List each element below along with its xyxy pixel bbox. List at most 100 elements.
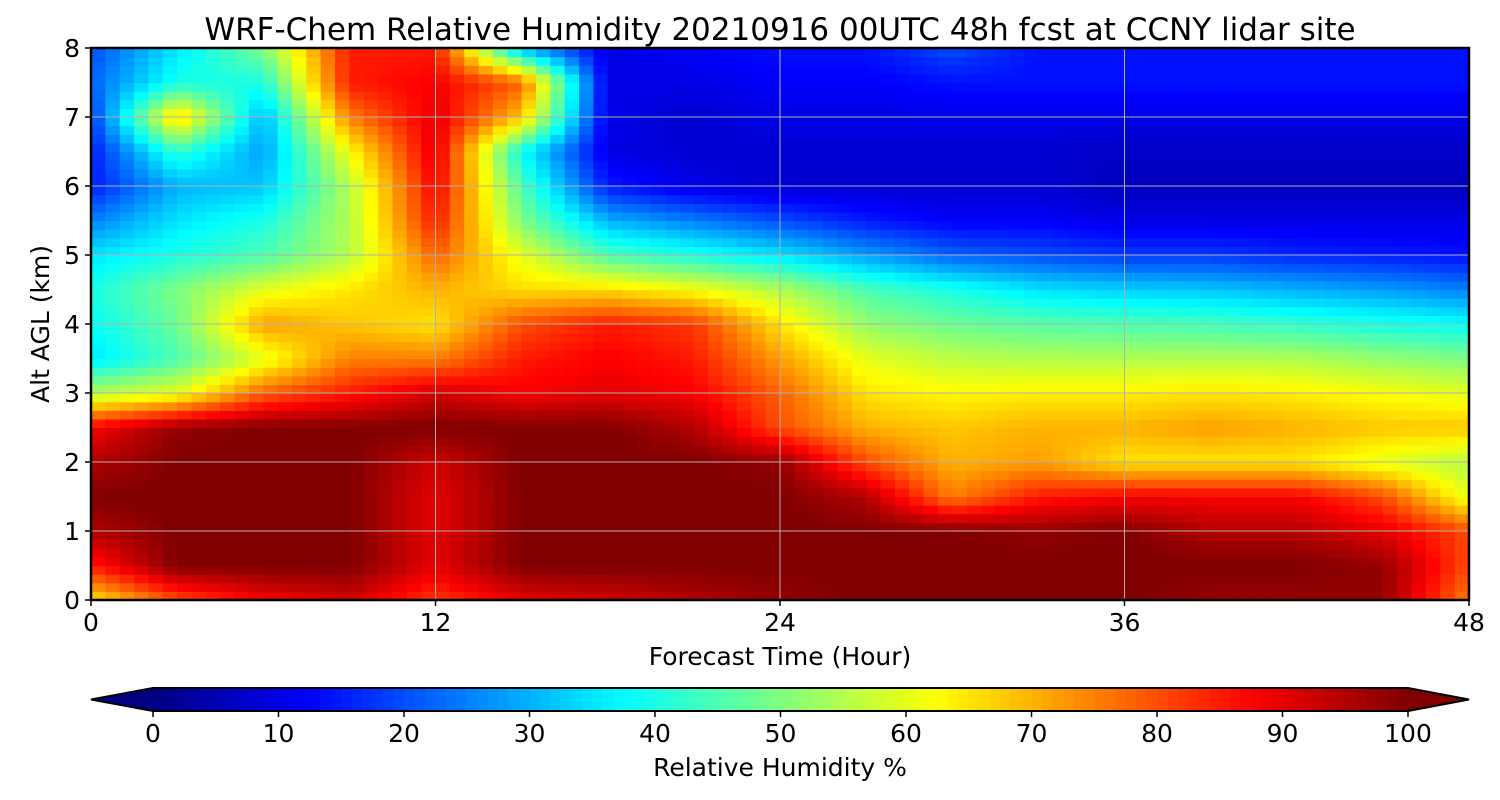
heatmap-cell: [191, 453, 207, 463]
heatmap-cell: [1382, 470, 1398, 480]
heatmap-cell: [263, 393, 279, 403]
heatmap-cell: [1181, 160, 1197, 170]
heatmap-cell: [335, 332, 350, 342]
heatmap-cell: [550, 548, 566, 558]
heatmap-cell: [234, 539, 250, 549]
heatmap-cell: [162, 229, 178, 239]
heatmap-cell: [277, 513, 293, 523]
heatmap-cell: [923, 332, 939, 342]
heatmap-cell: [1224, 263, 1240, 273]
heatmap-cell: [349, 203, 365, 213]
heatmap-cell: [449, 479, 465, 489]
heatmap-cell: [177, 315, 193, 325]
heatmap-cell: [406, 556, 422, 567]
heatmap-cell: [1210, 505, 1226, 515]
heatmap-cell: [1067, 324, 1083, 334]
heatmap-cell: [909, 255, 925, 265]
heatmap-cell: [220, 194, 236, 204]
heatmap-cell: [392, 349, 408, 360]
heatmap-cell: [492, 487, 508, 498]
heatmap-cell: [636, 229, 652, 239]
heatmap-cell: [736, 349, 752, 360]
heatmap-cell: [751, 375, 767, 385]
heatmap-cell: [1196, 220, 1212, 230]
heatmap-cell: [650, 591, 666, 600]
heatmap-cell: [736, 453, 752, 463]
heatmap-cell: [521, 436, 537, 446]
heatmap-cell: [808, 168, 824, 178]
heatmap-cell: [1081, 591, 1097, 600]
heatmap-cell: [1024, 151, 1039, 161]
heatmap-cell: [521, 479, 537, 489]
heatmap-cell: [263, 289, 279, 299]
heatmap-cell: [1382, 306, 1398, 316]
heatmap-cell: [1382, 263, 1398, 273]
heatmap-cell: [1224, 513, 1240, 523]
heatmap-cell: [722, 151, 738, 161]
heatmap-cell: [378, 289, 394, 299]
heatmap-cell: [335, 255, 350, 265]
heatmap-cell: [952, 220, 968, 230]
heatmap-cell: [765, 384, 781, 394]
heatmap-cell: [478, 298, 494, 308]
heatmap-cell: [335, 522, 350, 532]
heatmap-cell: [923, 349, 939, 360]
heatmap-cell: [1224, 186, 1240, 196]
heatmap-cell: [1411, 272, 1427, 282]
heatmap-cell: [1339, 211, 1355, 222]
heatmap-cell: [1282, 496, 1298, 506]
heatmap-cell: [909, 220, 925, 230]
heatmap-cell: [636, 332, 652, 342]
heatmap-cell: [1138, 289, 1154, 299]
heatmap-cell: [923, 427, 939, 437]
heatmap-cell: [1067, 401, 1083, 411]
heatmap-cell: [808, 539, 824, 549]
heatmap-cell: [880, 324, 896, 334]
heatmap-cell: [1167, 522, 1183, 532]
heatmap-cell: [1038, 444, 1054, 454]
heatmap-cell: [1382, 496, 1398, 506]
heatmap-cell: [736, 211, 752, 222]
heatmap-cell: [995, 263, 1011, 273]
heatmap-cell: [421, 436, 437, 446]
heatmap-cell: [449, 444, 465, 454]
heatmap-cell: [1067, 194, 1083, 204]
heatmap-cell: [1052, 574, 1068, 584]
heatmap-cell: [1454, 255, 1469, 265]
heatmap-cell: [464, 332, 480, 342]
heatmap-cell: [248, 462, 264, 472]
heatmap-cell: [665, 531, 681, 541]
heatmap-cell: [1153, 160, 1169, 170]
heatmap-cell: [263, 194, 279, 204]
heatmap-cell: [105, 436, 121, 446]
heatmap-cell: [91, 487, 106, 498]
heatmap-cell: [1210, 151, 1226, 161]
heatmap-cell: [794, 470, 810, 480]
heatmap-cell: [679, 401, 695, 411]
heatmap-cell: [507, 565, 523, 575]
heatmap-cell: [579, 513, 594, 523]
heatmap-cell: [363, 384, 379, 394]
heatmap-cell: [1296, 410, 1312, 420]
heatmap-cell: [1052, 462, 1068, 472]
heatmap-cell: [1239, 177, 1255, 187]
heatmap-cell: [722, 384, 738, 394]
heatmap-cell: [435, 194, 451, 204]
heatmap-cell: [349, 539, 365, 549]
heatmap-cell: [1239, 211, 1255, 222]
heatmap-cell: [263, 436, 279, 446]
heatmap-cell: [148, 272, 164, 282]
heatmap-cell: [980, 565, 996, 575]
heatmap-cell: [1067, 341, 1083, 351]
heatmap-cell: [507, 332, 523, 342]
heatmap-cell: [808, 548, 824, 558]
heatmap-cell: [909, 591, 925, 600]
heatmap-cell: [1210, 246, 1226, 256]
heatmap-cell: [1210, 315, 1226, 325]
heatmap-cell: [736, 574, 752, 584]
heatmap-cell: [1354, 151, 1370, 161]
heatmap-cell: [1268, 358, 1283, 368]
heatmap-cell: [435, 246, 451, 256]
heatmap-cell: [980, 324, 996, 334]
heatmap-cell: [823, 548, 839, 558]
